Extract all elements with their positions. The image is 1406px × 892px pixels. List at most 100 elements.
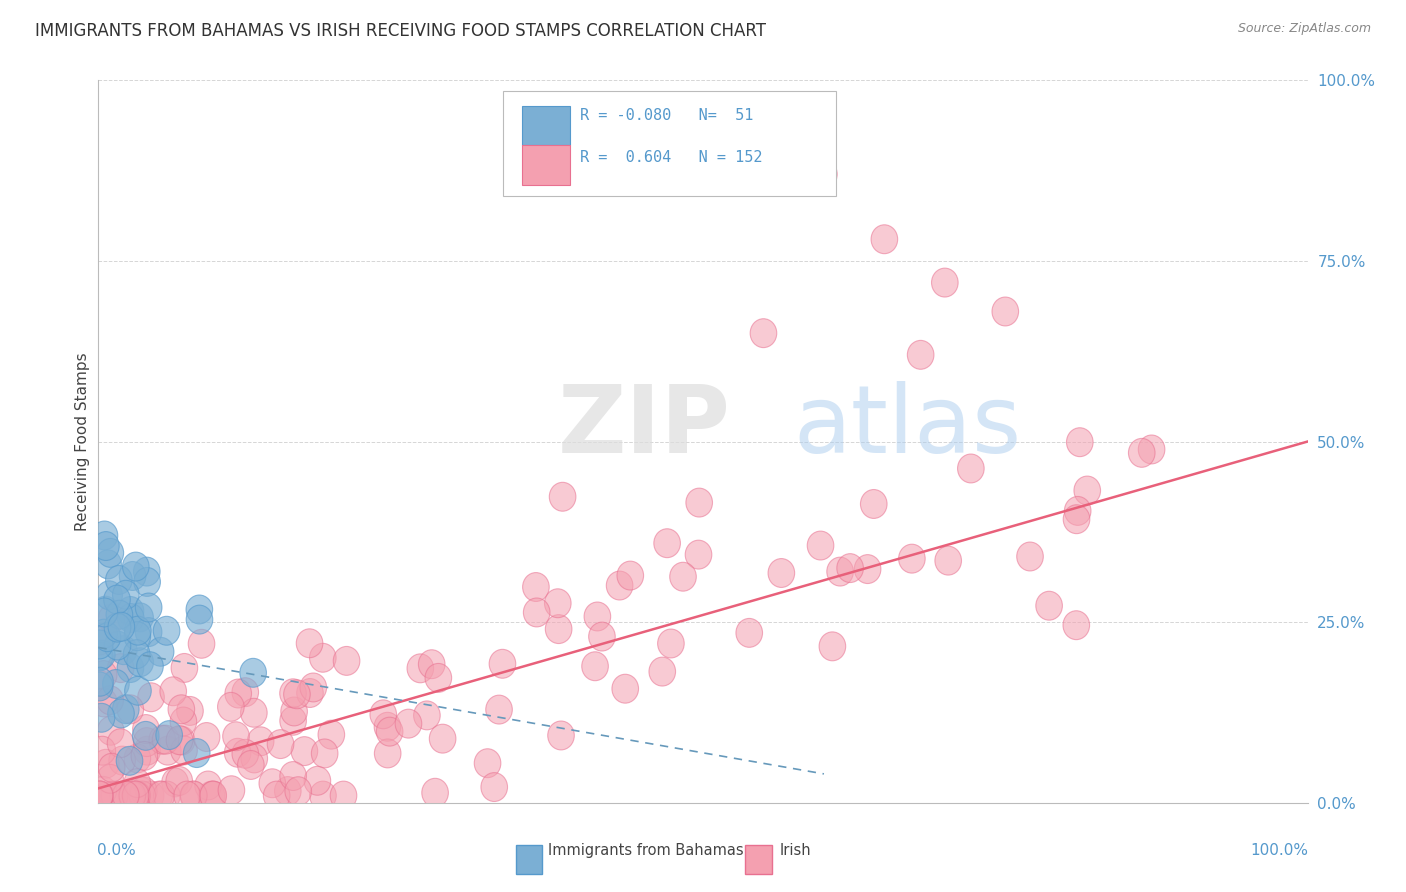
Ellipse shape [104,585,131,614]
Ellipse shape [122,552,149,581]
Ellipse shape [108,699,135,728]
Ellipse shape [606,571,633,600]
Ellipse shape [240,744,267,772]
Ellipse shape [751,318,776,348]
Ellipse shape [1074,476,1101,505]
Ellipse shape [408,654,433,682]
Ellipse shape [855,555,882,583]
Ellipse shape [582,652,609,681]
Text: 100.0%: 100.0% [1251,843,1309,857]
Ellipse shape [87,667,114,696]
Ellipse shape [103,670,129,698]
Ellipse shape [583,602,610,631]
Ellipse shape [232,678,259,706]
Ellipse shape [111,636,136,665]
Ellipse shape [1064,497,1091,525]
Ellipse shape [935,546,962,575]
Ellipse shape [259,769,285,797]
Ellipse shape [90,661,117,690]
Ellipse shape [166,726,193,755]
Ellipse shape [907,341,934,369]
Ellipse shape [1129,438,1156,467]
Text: 0.0%: 0.0% [97,843,136,857]
Ellipse shape [117,747,143,775]
Ellipse shape [281,697,308,726]
Ellipse shape [152,725,179,754]
Ellipse shape [395,709,422,738]
Ellipse shape [617,561,644,590]
Ellipse shape [377,717,404,746]
Ellipse shape [225,679,252,708]
Ellipse shape [124,769,150,797]
Ellipse shape [124,622,150,650]
Y-axis label: Receiving Food Stamps: Receiving Food Stamps [75,352,90,531]
Ellipse shape [120,781,146,810]
Ellipse shape [177,697,204,725]
Ellipse shape [105,600,132,629]
Ellipse shape [419,649,444,679]
Ellipse shape [654,529,681,558]
Ellipse shape [768,558,794,588]
Ellipse shape [285,777,312,805]
FancyBboxPatch shape [516,845,543,873]
Ellipse shape [91,521,118,549]
Ellipse shape [820,632,845,661]
Ellipse shape [669,562,696,591]
Ellipse shape [128,777,155,805]
Ellipse shape [87,671,114,699]
Ellipse shape [311,739,337,768]
Ellipse shape [135,617,162,647]
Ellipse shape [146,781,173,810]
Ellipse shape [155,736,181,765]
Ellipse shape [186,605,212,634]
Ellipse shape [240,658,267,687]
Ellipse shape [89,640,115,669]
Ellipse shape [222,722,249,751]
Ellipse shape [105,566,132,594]
Ellipse shape [148,781,174,810]
Ellipse shape [422,779,449,807]
Ellipse shape [1139,435,1164,464]
Ellipse shape [97,716,124,745]
Ellipse shape [735,618,762,648]
Ellipse shape [132,714,159,743]
Ellipse shape [124,781,150,810]
Ellipse shape [485,695,512,724]
Ellipse shape [1017,542,1043,571]
Ellipse shape [125,676,152,706]
Text: atlas: atlas [793,381,1022,473]
Ellipse shape [86,642,112,671]
Ellipse shape [333,647,360,675]
Ellipse shape [131,741,157,771]
Ellipse shape [188,630,215,658]
Ellipse shape [330,781,357,810]
Ellipse shape [97,764,124,793]
Ellipse shape [548,721,574,750]
Ellipse shape [263,781,290,810]
Ellipse shape [589,622,616,651]
Ellipse shape [108,612,135,641]
Ellipse shape [807,531,834,560]
Ellipse shape [86,672,112,701]
Ellipse shape [91,596,118,625]
Ellipse shape [107,729,134,757]
Ellipse shape [91,598,118,627]
Ellipse shape [658,629,685,658]
Ellipse shape [149,725,176,754]
Ellipse shape [932,268,957,297]
Ellipse shape [1063,611,1090,640]
Ellipse shape [827,558,853,586]
Ellipse shape [489,649,516,678]
Ellipse shape [1036,591,1063,620]
Ellipse shape [297,679,323,707]
Ellipse shape [374,739,401,768]
Ellipse shape [280,706,307,735]
Ellipse shape [174,781,201,810]
Ellipse shape [93,749,120,778]
Text: Source: ZipAtlas.com: Source: ZipAtlas.com [1237,22,1371,36]
Ellipse shape [993,297,1018,326]
Ellipse shape [134,736,160,765]
Ellipse shape [86,630,112,659]
Ellipse shape [274,777,301,805]
Ellipse shape [97,539,124,567]
